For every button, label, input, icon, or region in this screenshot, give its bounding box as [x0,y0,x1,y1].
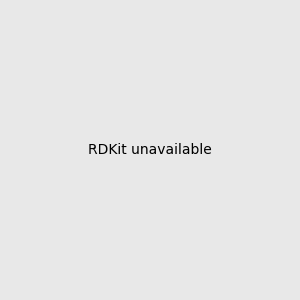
Text: RDKit unavailable: RDKit unavailable [88,143,212,157]
